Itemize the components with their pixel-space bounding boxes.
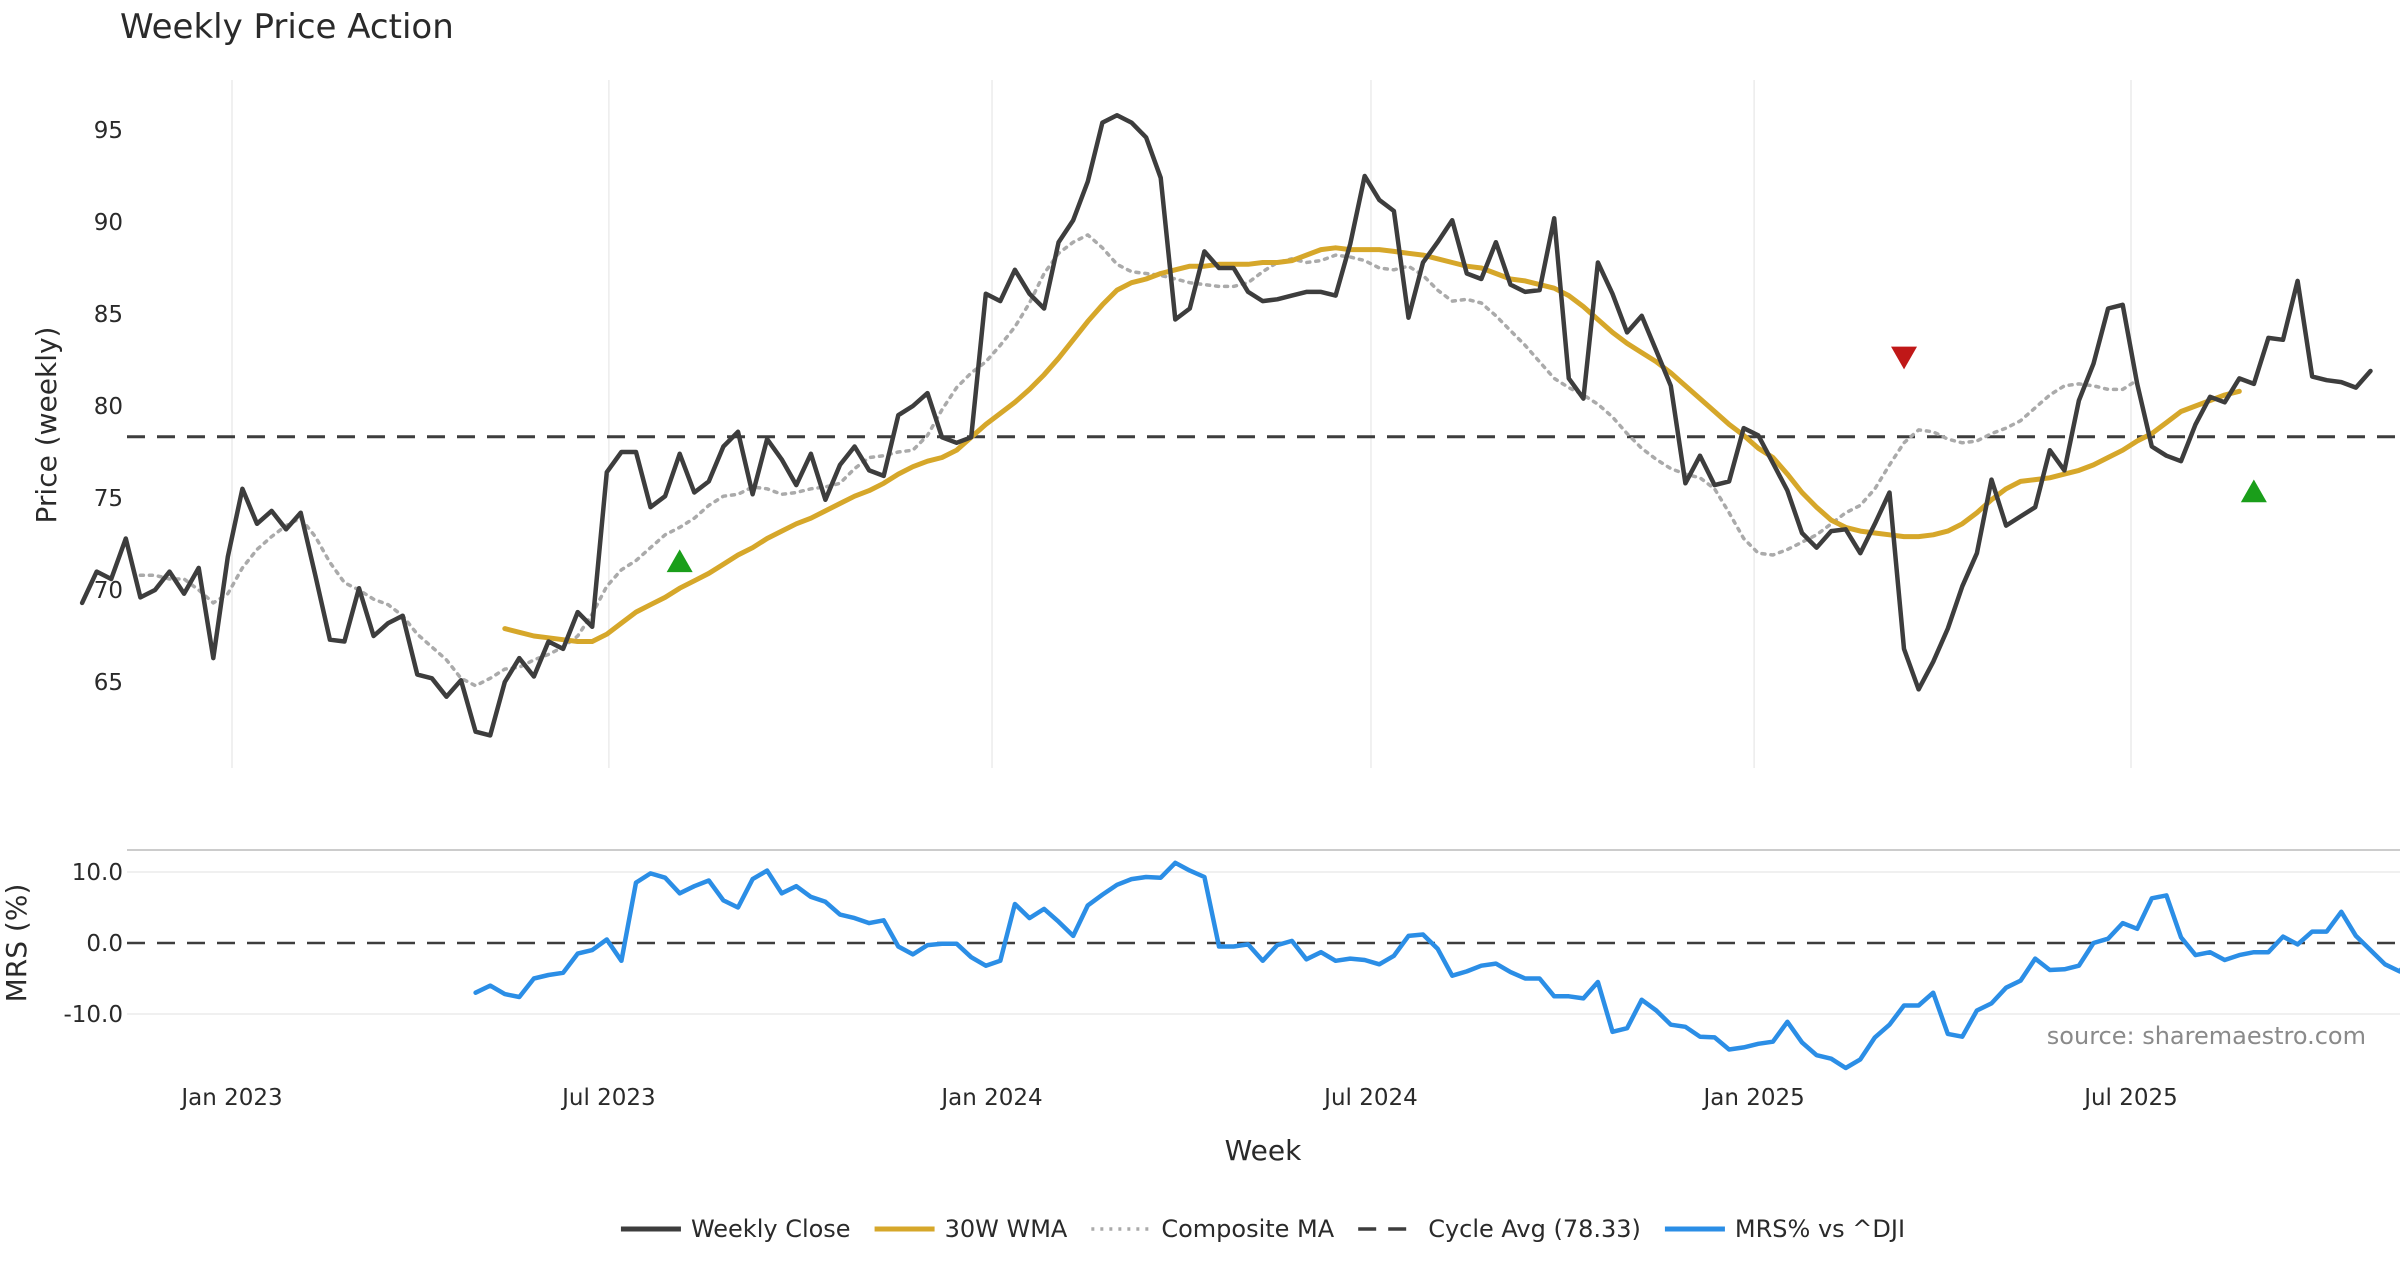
legend-label: Composite MA	[1161, 1215, 1334, 1243]
source-label: source: sharemaestro.com	[2047, 1022, 2366, 1050]
price-y-axis-title: Price (weekly)	[30, 327, 63, 524]
series-weekly-close	[79, 113, 2373, 738]
series-composite-ma	[138, 233, 2139, 688]
price-grid	[231, 80, 2132, 768]
legend-label: Weekly Close	[691, 1215, 851, 1243]
price-y-ticks: 65 70 75 80 85 90 95	[94, 118, 123, 696]
legend-label: MRS% vs ^DJI	[1735, 1215, 1905, 1243]
x-axis: Jan 2023 Jul 2023 Jan 2024 Jul 2024 Jan 2025…	[179, 1085, 2177, 1111]
x-tick-label: Jan 2023	[179, 1085, 282, 1111]
mrs-lines	[473, 860, 2400, 1071]
mrs-grid	[127, 871, 2400, 1015]
price-y-tick-label: 95	[94, 118, 123, 144]
buy-signal-marker	[666, 549, 693, 573]
legend-item-weekly-close: Weekly Close	[620, 1215, 851, 1243]
legend-item-cycle-avg-78-33: Cycle Avg (78.33)	[1358, 1215, 1641, 1243]
price-y-tick-label: 65	[94, 670, 123, 696]
price-y-tick-label: 70	[94, 578, 123, 604]
series-30w-wma	[502, 245, 2242, 644]
price-y-tick-label: 75	[94, 486, 123, 512]
price-y-tick-label: 80	[94, 394, 123, 420]
legend-label: Cycle Avg (78.33)	[1428, 1215, 1641, 1243]
legend-label: 30W WMA	[945, 1215, 1068, 1243]
mrs-y-tick-label: 10.0	[72, 860, 123, 886]
x-tick-label: Jul 2023	[560, 1085, 656, 1111]
x-axis-title: Week	[1225, 1134, 1302, 1167]
buy-signal-marker	[2240, 479, 2267, 503]
sell-signal-marker	[1891, 346, 1918, 370]
x-tick-label: Jan 2025	[1701, 1085, 1804, 1111]
mrs-y-ticks: 10.0 0.0 -10.0	[63, 860, 123, 1028]
chart-title: Weekly Price Action	[120, 7, 454, 47]
mrs-y-tick-label: -10.0	[63, 1002, 123, 1028]
legend: Weekly Close 30W WMA Composite MA Cycle Avg…	[620, 1215, 1905, 1243]
legend-item-composite-ma: Composite MA	[1091, 1215, 1335, 1243]
x-tick-label: Jul 2024	[1322, 1085, 1418, 1111]
mrs-y-tick-label: 0.0	[86, 931, 123, 957]
price-panel: 65 70 75 80 85 90 95 Weekly Price Action Price…	[30, 7, 2400, 768]
legend-item-mrs-vs-dji: MRS% vs ^DJI	[1664, 1215, 1905, 1243]
x-tick-label: Jan 2024	[939, 1085, 1042, 1111]
series-mrs-vs-dji	[473, 860, 2400, 1071]
price-y-tick-label: 90	[94, 210, 123, 236]
price-markers	[666, 346, 2267, 573]
legend-item-30w-wma: 30W WMA	[874, 1215, 1068, 1243]
mrs-panel: 10.0 0.0 -10.0 MRS (%) source: sharemaestr…	[0, 849, 2400, 1071]
x-tick-label: Jul 2025	[2082, 1085, 2178, 1111]
mrs-y-axis-title: MRS (%)	[0, 884, 33, 1003]
price-lines	[79, 113, 2400, 738]
price-y-tick-label: 85	[94, 302, 123, 328]
